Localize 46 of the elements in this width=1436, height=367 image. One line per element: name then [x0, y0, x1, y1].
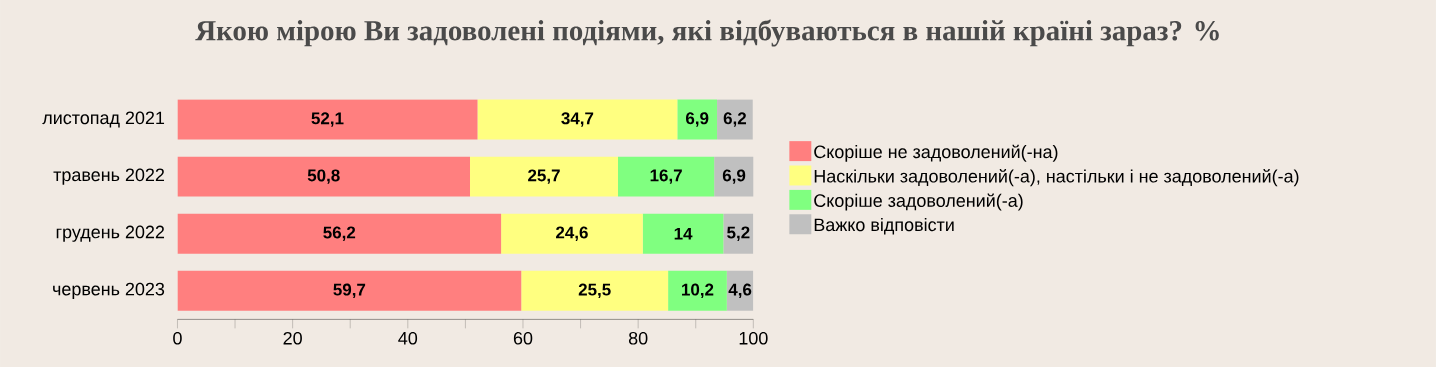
bar	[177, 270, 522, 311]
bar	[521, 270, 669, 311]
data-label: 50,8	[307, 169, 340, 184]
bar	[618, 156, 715, 197]
bar	[723, 213, 754, 254]
data-label: 52,1	[311, 112, 344, 127]
x-tick-label: 60	[513, 331, 533, 345]
bar	[677, 99, 718, 140]
data-label: 6,9	[722, 169, 746, 184]
data-label: 6,9	[686, 112, 709, 127]
bar	[177, 213, 502, 254]
data-label: 16,7	[650, 169, 682, 184]
bar	[470, 156, 618, 197]
x-tick-label: 0	[173, 331, 182, 345]
y-tick-label: червень 2023	[53, 282, 165, 299]
data-label: 25,5	[578, 283, 611, 298]
x-tick-label: 100	[739, 331, 768, 345]
bar	[717, 99, 753, 140]
y-tick-label: листопад 2021	[42, 111, 165, 128]
bar	[477, 99, 678, 140]
data-label: 10,2	[682, 283, 714, 298]
data-label: 5,2	[727, 226, 750, 241]
data-label: 56,2	[323, 226, 356, 241]
data-label: 6,2	[723, 112, 747, 127]
data-label: 34,7	[561, 112, 594, 127]
bar	[642, 213, 724, 254]
legend-label: Наскільки задоволений(-а), настільки і не задоволений(-а)	[814, 168, 1299, 186]
x-tick-label: 40	[398, 331, 418, 345]
y-tick-label: травень 2022	[53, 168, 165, 185]
data-label: 59,7	[333, 283, 366, 298]
legend-label: Скоріше не задоволений(-на)	[814, 144, 1058, 162]
x-tick-label: 20	[283, 331, 302, 345]
bar	[501, 213, 643, 254]
data-label: 25,7	[528, 169, 560, 184]
data-label: 4,6	[728, 283, 752, 298]
bar	[177, 99, 478, 140]
bar	[177, 156, 470, 197]
legend-label: Скоріше задоволений(-а)	[814, 193, 1023, 211]
data-label: 24,6	[556, 226, 588, 241]
bar	[714, 156, 754, 197]
y-tick-label: грудень 2022	[56, 225, 165, 242]
chart-title: Якою мірою Ви задоволені подіями, які відбуваються в нашій країні зараз? %	[195, 19, 1219, 47]
bar	[668, 270, 727, 311]
legend-label: Важко відповісти	[814, 217, 954, 235]
data-label: 14	[674, 227, 693, 240]
x-tick-label: 80	[628, 331, 648, 345]
